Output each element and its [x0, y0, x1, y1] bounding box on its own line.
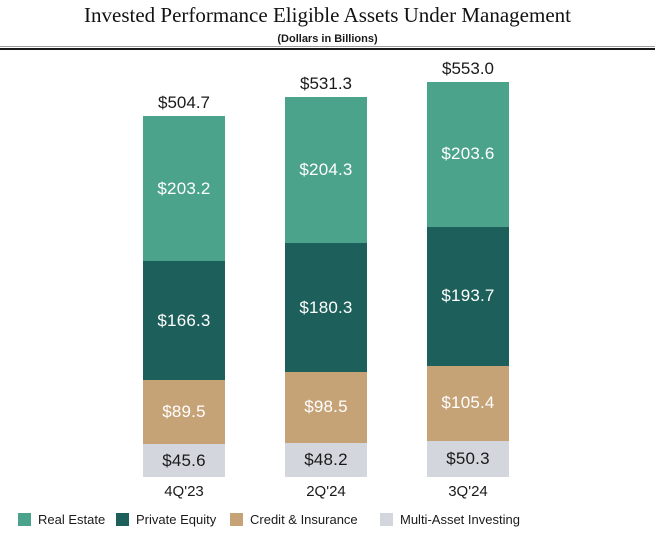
- bar-total-label: $504.7: [158, 93, 210, 113]
- segment-value-label: $45.6: [162, 450, 206, 470]
- bar-2q-24: $204.3 $180.3 $98.5 $48.2: [285, 97, 367, 477]
- bar-segment-credit-insurance: $89.5: [143, 380, 225, 445]
- legend-item-real-estate: Real Estate: [18, 511, 105, 527]
- legend-swatch-multi-asset-investing: [380, 512, 393, 526]
- bar-segment-private-equity: $166.3: [143, 261, 225, 381]
- segment-value-label: $203.2: [157, 178, 211, 198]
- segment-value-label: $204.3: [299, 160, 353, 180]
- chart-subtitle: (Dollars in Billions): [277, 33, 378, 45]
- legend-label: Private Equity: [136, 511, 217, 527]
- bar-segment-private-equity: $193.7: [427, 227, 509, 366]
- bar-segment-credit-insurance: $105.4: [427, 365, 509, 441]
- legend-swatch-real-estate: [18, 512, 31, 526]
- bar-segment-multi-asset-investing: $48.2: [285, 442, 367, 477]
- legend-label: Real Estate: [38, 511, 106, 527]
- segment-value-label: $180.3: [299, 297, 353, 317]
- segment-value-label: $166.3: [157, 310, 211, 330]
- legend-swatch-credit-insurance: [230, 512, 243, 526]
- segment-value-label: $193.7: [441, 286, 495, 306]
- bar-total-label: $531.3: [300, 74, 352, 94]
- legend-item-multi-asset-investing: Multi-Asset Investing: [380, 511, 520, 527]
- legend-label: Credit & Insurance: [250, 511, 358, 527]
- x-axis-label: 2Q'24: [306, 483, 346, 500]
- bar-segment-private-equity: $180.3: [285, 243, 367, 373]
- bar-segment-real-estate: $204.3: [285, 97, 367, 244]
- bar-segment-real-estate: $203.6: [427, 81, 509, 228]
- legend-swatch-private-equity: [116, 512, 129, 526]
- x-axis-label: 4Q'23: [164, 483, 204, 500]
- page-title: Invested Performance Eligible Assets Und…: [84, 3, 571, 27]
- x-axis-label: 3Q'24: [448, 483, 488, 500]
- segment-value-label: $105.4: [441, 393, 495, 413]
- stacked-bar-chart: $504.7 $203.2 $166.3 $89.5 $45.6 4Q'23 $531.3 $…: [0, 52, 655, 512]
- segment-value-label: $203.6: [441, 144, 495, 164]
- segment-value-label: $98.5: [304, 397, 348, 417]
- bar-4q-23: $203.2 $166.3 $89.5 $45.6: [143, 116, 225, 477]
- bar-segment-real-estate: $203.2: [143, 116, 225, 262]
- bar-segment-multi-asset-investing: $45.6: [143, 444, 225, 477]
- bar-3q-24: $203.6 $193.7 $105.4 $50.3: [427, 81, 509, 477]
- segment-value-label: $50.3: [446, 448, 490, 468]
- legend-item-credit-insurance: Credit & Insurance: [230, 511, 358, 527]
- legend-item-private-equity: Private Equity: [116, 511, 216, 527]
- bar-segment-credit-insurance: $98.5: [285, 372, 367, 443]
- header-divider-thin: [0, 46, 655, 47]
- segment-value-label: $48.2: [304, 449, 348, 469]
- header-divider-thick: [0, 48, 655, 50]
- segment-value-label: $89.5: [162, 402, 206, 422]
- bar-segment-multi-asset-investing: $50.3: [427, 441, 509, 477]
- bar-total-label: $553.0: [442, 58, 494, 78]
- legend-label: Multi-Asset Investing: [400, 511, 520, 527]
